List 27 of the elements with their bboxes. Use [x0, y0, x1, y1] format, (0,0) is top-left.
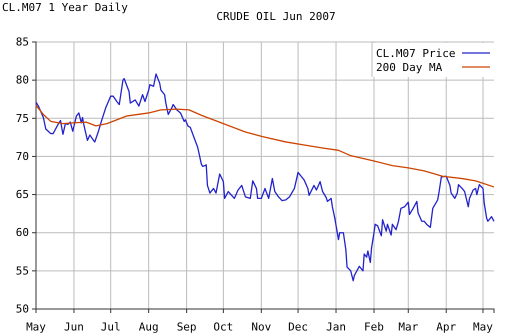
y-tick-label: 50 — [16, 302, 29, 316]
legend-label: 200 Day MA — [376, 61, 443, 74]
y-tick-label: 75 — [16, 112, 29, 125]
x-tick-label: Jun — [64, 320, 84, 334]
y-tick-label: 65 — [16, 188, 29, 202]
chart-title: CRUDE OIL Jun 2007 — [216, 10, 336, 23]
x-tick-label: Oct — [213, 320, 234, 334]
chart-subtitle: CL.M07 1 Year Daily — [2, 1, 128, 14]
x-tick-label: Mar — [398, 320, 419, 334]
x-tick-label: Apr — [436, 320, 457, 334]
x-tick-label: Aug — [138, 320, 159, 334]
y-tick-label: 55 — [16, 264, 29, 278]
y-tick-label: 80 — [16, 74, 29, 87]
x-tick-label: Sep — [176, 320, 197, 334]
x-tick-label: May — [26, 320, 46, 334]
line-series — [35, 73, 495, 282]
x-tick-label: Jul — [100, 320, 121, 334]
y-tick-label: 60 — [16, 226, 29, 240]
x-tick-label: Nov — [251, 320, 272, 334]
x-tick-label: Feb — [364, 320, 384, 334]
y-tick-label: 85 — [16, 36, 29, 49]
x-tick-label: Dec — [288, 320, 308, 334]
legend-label: CL.M07 Price — [376, 47, 456, 60]
x-tick-label: Jan — [326, 320, 346, 334]
x-tick-label: May — [473, 320, 494, 334]
y-tick-label: 70 — [16, 150, 29, 163]
line-series — [35, 104, 495, 188]
